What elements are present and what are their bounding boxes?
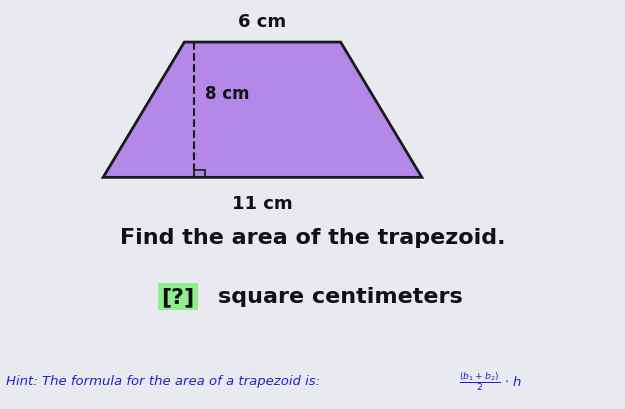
Text: Find the area of the trapezoid.: Find the area of the trapezoid. [120,227,505,247]
Text: 8 cm: 8 cm [205,85,249,103]
Bar [194,171,205,178]
Text: Hint: The formula for the area of a trapezoid is:: Hint: The formula for the area of a trap… [6,374,321,387]
Text: 11 cm: 11 cm [232,194,292,212]
Text: 6 cm: 6 cm [239,13,286,31]
Text: square centimeters: square centimeters [218,287,463,306]
Text: $\mathit{\frac{(b_1+b_2)}{2}}$ $\mathit{\cdot}$ $\mathit{h}$: $\mathit{\frac{(b_1+b_2)}{2}}$ $\mathit{… [459,369,522,392]
Polygon shape [103,43,422,178]
Text: [?]: [?] [161,287,195,306]
